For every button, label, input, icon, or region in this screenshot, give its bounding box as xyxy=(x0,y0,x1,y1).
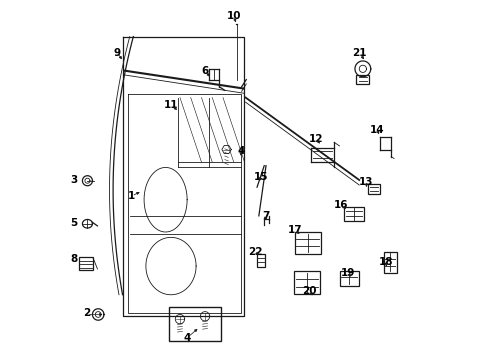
FancyBboxPatch shape xyxy=(294,232,320,253)
Text: 21: 21 xyxy=(351,48,366,58)
FancyBboxPatch shape xyxy=(344,207,363,221)
FancyBboxPatch shape xyxy=(356,75,368,84)
Text: 4: 4 xyxy=(237,146,244,156)
Text: 1: 1 xyxy=(128,191,135,201)
Text: 19: 19 xyxy=(341,268,355,278)
FancyBboxPatch shape xyxy=(169,307,221,341)
Text: 9: 9 xyxy=(113,48,121,58)
FancyBboxPatch shape xyxy=(383,252,396,273)
Text: 20: 20 xyxy=(301,286,316,296)
FancyBboxPatch shape xyxy=(339,271,359,286)
Text: 7: 7 xyxy=(262,211,269,221)
FancyBboxPatch shape xyxy=(367,184,379,194)
Text: 14: 14 xyxy=(369,125,384,135)
Text: 3: 3 xyxy=(70,175,78,185)
Text: 16: 16 xyxy=(333,200,348,210)
FancyBboxPatch shape xyxy=(257,253,264,267)
Text: 10: 10 xyxy=(226,11,241,21)
FancyBboxPatch shape xyxy=(79,257,93,270)
Text: 12: 12 xyxy=(308,134,323,144)
Text: 5: 5 xyxy=(70,218,78,228)
Text: 4: 4 xyxy=(183,333,190,343)
Text: 17: 17 xyxy=(287,225,302,235)
Text: 22: 22 xyxy=(247,247,262,257)
FancyBboxPatch shape xyxy=(293,271,319,294)
Text: 8: 8 xyxy=(70,254,78,264)
Text: 6: 6 xyxy=(201,66,208,76)
Text: 15: 15 xyxy=(253,172,267,182)
Text: 18: 18 xyxy=(378,257,393,267)
Text: 13: 13 xyxy=(359,177,373,187)
Text: 2: 2 xyxy=(83,308,90,318)
Text: 11: 11 xyxy=(163,100,178,110)
